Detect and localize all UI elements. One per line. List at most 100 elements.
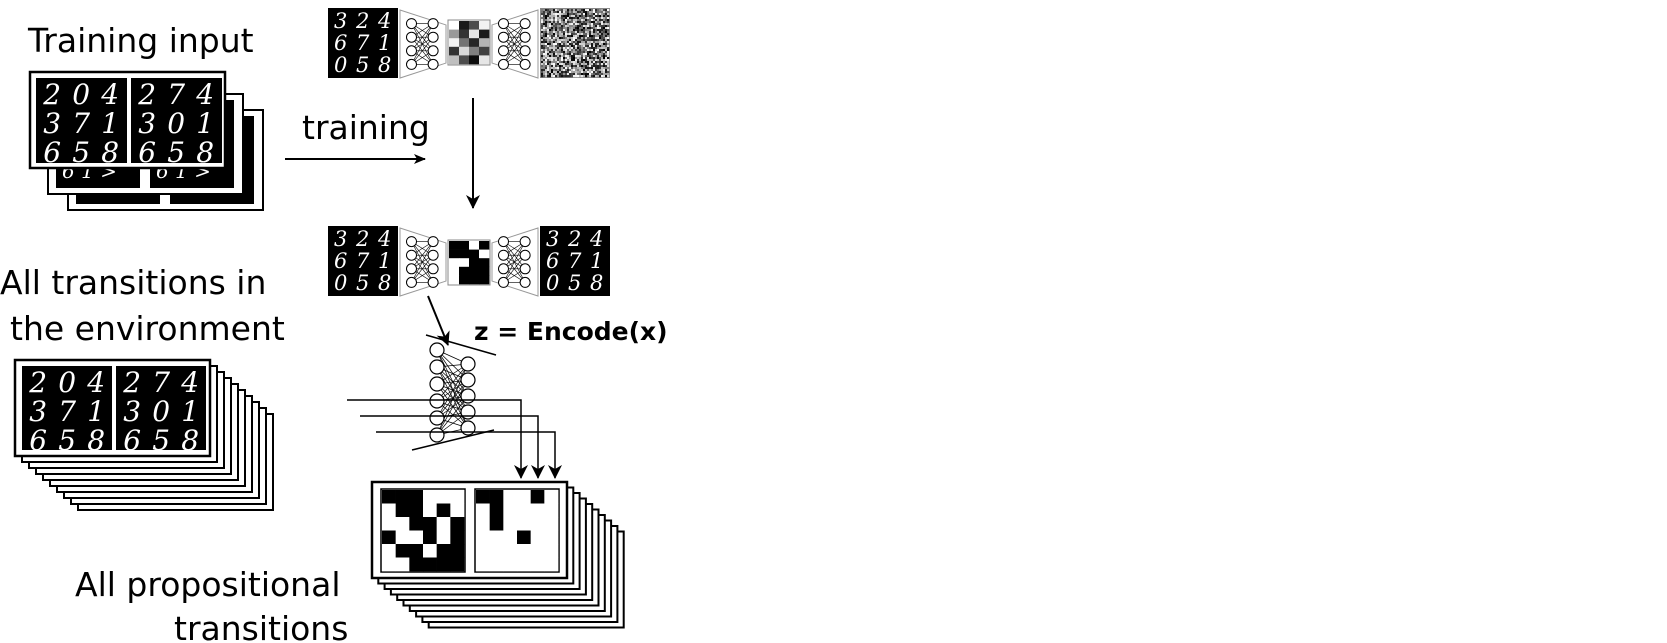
latent-binary-trained (449, 241, 490, 285)
encoder-network-untrained (399, 9, 447, 79)
digit-glyph: 7 (72, 107, 90, 140)
latent-bit (469, 249, 480, 259)
digit-glyph: 3 (334, 9, 347, 33)
neuron-node (498, 45, 509, 57)
latent-bit (436, 557, 451, 572)
all-propositional-label-line1: All propositional (75, 565, 340, 604)
latent-bit (476, 544, 490, 558)
latent-bit (459, 258, 470, 268)
latent-bit (530, 557, 545, 572)
latent-bit (469, 241, 480, 250)
all-transitions-label-line2: the environment (10, 309, 285, 348)
latent-bit (459, 21, 470, 30)
training-input-card-front: 2 0 43 7 16 5 8 2 7 43 0 16 5 8 (28, 70, 227, 170)
neuron-node (519, 263, 531, 275)
flow-line-2 (360, 415, 545, 479)
latent-bit (459, 241, 470, 250)
encode-label: z = Encode(x) (474, 317, 668, 346)
latent-bit (382, 490, 396, 504)
latent-bit (517, 503, 531, 518)
noise-pattern (541, 9, 610, 78)
training-label: training (302, 108, 430, 147)
digit-glyph: 8 (87, 424, 105, 457)
latent-bit (459, 29, 470, 39)
encoding-flow-lines (347, 399, 562, 479)
latent-bit (489, 517, 504, 531)
latent-bit (409, 517, 424, 531)
latent-bit (479, 29, 490, 39)
neuron-node (429, 342, 445, 358)
latent-bit (409, 544, 424, 558)
latent-bit (469, 21, 480, 30)
latent-bit (479, 38, 490, 48)
autoencoder-trained: 3 2 46 7 10 5 8 3 2 46 7 10 5 8 (328, 226, 610, 297)
latent-bit (395, 503, 410, 518)
latent-bit (469, 46, 480, 56)
digit-glyph: 3 (546, 227, 559, 251)
neuron-node (519, 236, 531, 248)
latent-bit (409, 503, 424, 518)
latent-bit (479, 266, 490, 276)
output-reconstruction-image (540, 226, 610, 296)
latent-bit (450, 517, 465, 531)
neuron-node (427, 58, 439, 70)
latent-bit (489, 544, 504, 558)
latent-bit (489, 530, 504, 545)
digit-glyph: 0 (546, 271, 559, 295)
neuron-node (460, 388, 476, 404)
latent-bit (469, 275, 480, 285)
latent-bit (449, 266, 460, 276)
digit-glyph: 2 (122, 366, 141, 399)
digit-glyph: 8 (590, 271, 603, 295)
neuron-node (406, 31, 417, 43)
digit-grid-train-post: 2 7 4 3 0 1 6 5 8 (137, 78, 214, 169)
latent-bit (450, 557, 465, 572)
digit-glyph: 3 (138, 107, 156, 140)
latent-bit (530, 503, 545, 518)
latent-bit (450, 490, 465, 504)
digit-glyph: 5 (356, 271, 369, 295)
latent-bit (382, 530, 396, 545)
latent-gray-untrained (449, 21, 490, 65)
neuron-node (406, 276, 417, 288)
latent-bit (489, 490, 504, 504)
digit-grid-train-pre: 2 0 4 3 7 1 6 5 8 (42, 78, 119, 169)
latent-bit (450, 503, 465, 518)
digit-glyph: 4 (195, 78, 214, 111)
digit-glyph: 6 (123, 424, 141, 457)
decoder-network-trained (491, 227, 539, 297)
latent-bit (530, 530, 545, 545)
propositional-state-post (476, 490, 559, 572)
latent-bit (436, 544, 451, 558)
neuron-node (498, 276, 509, 288)
neuron-node (406, 236, 417, 248)
latent-bit (517, 557, 531, 572)
latent-bit (459, 46, 470, 56)
digit-glyph: 6 (546, 249, 559, 273)
digit-glyph: 2 (567, 227, 581, 251)
latent-bit (459, 275, 470, 285)
neuron-node (429, 376, 445, 392)
latent-bit (503, 490, 518, 504)
digit-glyph: 1 (196, 107, 214, 140)
digit-glyph: 6 (334, 31, 347, 55)
neuron-node (429, 393, 445, 409)
neuron-node (498, 31, 509, 43)
digit-glyph: 5 (568, 271, 581, 295)
neuron-node (406, 45, 417, 57)
digit-glyph: 5 (356, 53, 369, 77)
latent-bit (476, 517, 490, 531)
neuron-node (427, 236, 439, 248)
digit-glyph: 7 (152, 366, 170, 399)
neuron-node (498, 58, 509, 70)
propositional-state-pre (382, 490, 465, 572)
digit-grid-ae-input2: 3 2 4 6 7 1 0 5 8 (334, 227, 391, 295)
neuron-node (519, 276, 531, 288)
latent-bit (503, 544, 518, 558)
neuron-node (460, 372, 476, 388)
latent-bit (544, 517, 559, 531)
latent-bit (544, 490, 559, 504)
digit-glyph: 0 (334, 53, 347, 77)
digit-grid-ae-output: 3 2 4 6 7 1 0 5 8 (546, 227, 603, 295)
